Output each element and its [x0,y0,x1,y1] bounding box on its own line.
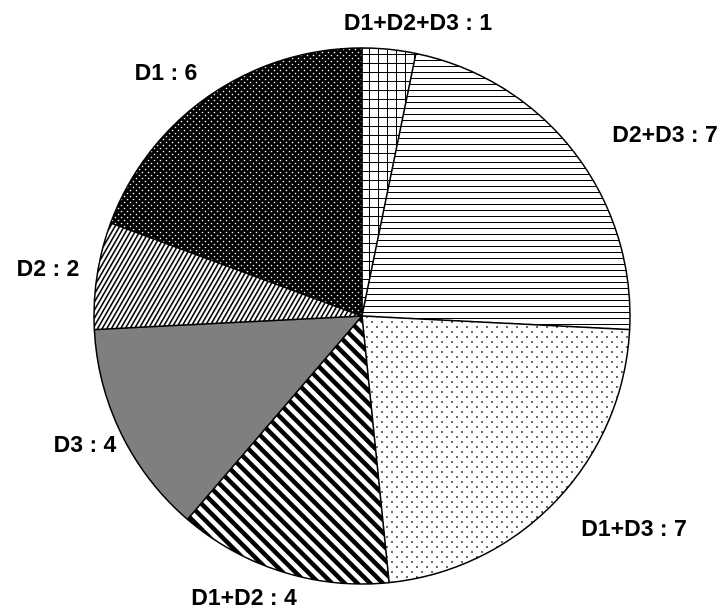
pie-label-d1-d3: D1+D3 : 7 [581,515,686,541]
pie-slice-d1 [109,47,363,318]
pie-label-d1-d2-d3: D1+D2+D3 : 1 [344,9,493,35]
pie-label-d2-d3: D2+D3 : 7 [612,121,717,147]
pie-label-d1: D1 : 6 [135,59,198,85]
pie-label-d1-d2: D1+D2 : 4 [191,584,297,610]
pie-slice-d1-d3 [361,315,631,584]
pie-slice-d1-d2 [186,314,390,585]
pie-label-d3: D3 : 4 [54,431,117,457]
pie-labels: D1+D2+D3 : 1 D2+D3 : 7 D1+D3 : 7 D1+D2 : 4 D… [17,9,718,610]
pie-slice-d2-d3 [361,52,631,331]
pie-label-d2: D2 : 2 [17,255,80,281]
pie-slice-d3 [93,315,364,521]
pie-slices [93,47,631,585]
